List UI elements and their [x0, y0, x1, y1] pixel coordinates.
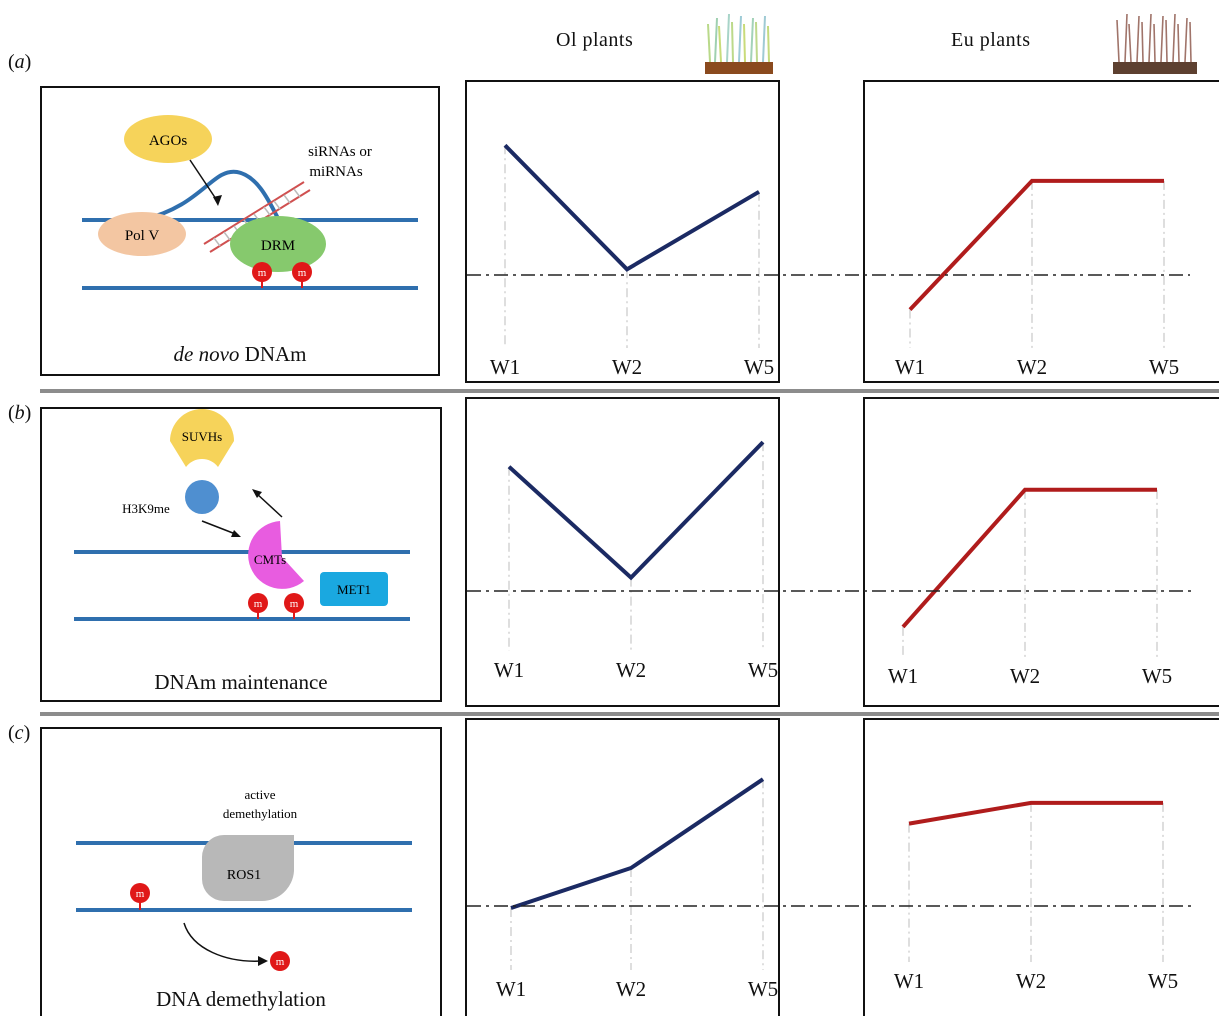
svg-text:m: m — [276, 956, 285, 968]
x-tick-label: W2 — [1016, 969, 1046, 993]
series-line — [908, 178, 1164, 311]
eu-plants-illustration — [1113, 13, 1197, 74]
row-separator — [40, 712, 1219, 716]
active-demethylation-label-line1: active — [244, 787, 275, 802]
chart-panel-b-eu: W1 W2 W5 — [863, 397, 1219, 707]
methyl-mark — [252, 262, 272, 282]
line-chart-a-ol: W1 W2 W5 — [490, 143, 774, 379]
x-tick-label: W5 — [1149, 355, 1179, 379]
series-line — [510, 777, 765, 910]
diagram-panel-demethylation: active demethylation ROS1 m m DNA demeth… — [40, 727, 442, 1016]
pol-v-protein — [98, 212, 186, 256]
arrow — [183, 922, 263, 962]
cmts-label: CMTs — [254, 552, 286, 567]
x-tick-label: W5 — [748, 977, 778, 1001]
chart-panel-a-ol: W1 W2 W5 — [465, 80, 780, 383]
arrow — [231, 530, 241, 537]
maintenance-diagram: SUVHs H3K9me CMTs MET1 m m — [74, 409, 410, 621]
de-novo-diagram: AGOs Pol V DRM siRNAs or miRNAs m m — [82, 115, 418, 290]
line-chart-b-eu: W1 W2 W5 — [888, 487, 1172, 688]
ros1-label: ROS1 — [227, 868, 261, 883]
caption-maintenance: DNAm maintenance — [154, 670, 328, 694]
met1-label: MET1 — [337, 582, 371, 597]
agos-protein — [124, 115, 212, 163]
line-chart-c-eu: W1 W2 W5 — [894, 800, 1178, 993]
diagram-panel-maintenance: SUVHs H3K9me CMTs MET1 m m DNAm maintena… — [40, 407, 442, 702]
x-tick-label: W5 — [1148, 969, 1178, 993]
x-tick-label: W5 — [1142, 664, 1172, 688]
chart-panel-c-eu: W1 W2 W5 — [863, 718, 1219, 1016]
caption-de-novo: de novo DNAm — [173, 342, 307, 366]
chart-panel-c-ol: W1 W2 W5 — [465, 718, 780, 1016]
line-chart-c-ol: W1 W2 W5 — [496, 777, 778, 1001]
x-tick-label: W1 — [496, 977, 526, 1001]
x-tick-label: W2 — [616, 658, 646, 682]
svg-text:m: m — [298, 267, 307, 279]
methyl-mark — [130, 883, 150, 903]
x-tick-label: W1 — [895, 355, 925, 379]
ol-plants-header: Ol plants — [556, 29, 634, 51]
methyl-mark — [284, 593, 304, 613]
series-line — [507, 440, 765, 581]
row-label-c: (c) — [8, 722, 31, 744]
h3k9me-mark — [185, 480, 219, 514]
row-label-b: (b) — [8, 402, 32, 424]
x-tick-label: W2 — [612, 355, 642, 379]
row-separator — [40, 389, 1219, 393]
h3k9me-label: H3K9me — [122, 501, 170, 516]
svg-text:m: m — [254, 598, 263, 610]
chart-panel-b-ol: W1 W2 W5 — [465, 397, 780, 707]
suvhs-protein — [170, 409, 234, 467]
ol-plants-illustration — [705, 13, 773, 74]
x-tick-label: W1 — [894, 969, 924, 993]
active-demethylation-label-line2: demethylation — [223, 806, 298, 821]
series-line — [908, 800, 1163, 826]
met1-protein — [320, 572, 388, 606]
svg-text:m: m — [258, 267, 267, 279]
small-rna-label-line1: siRNAs or — [308, 144, 372, 160]
eu-plants-header: Eu plants — [951, 29, 1031, 51]
methyl-mark — [292, 262, 312, 282]
suvhs-label: SUVHs — [182, 429, 222, 444]
x-tick-label: W2 — [1010, 664, 1040, 688]
arrow — [189, 159, 219, 203]
svg-text:m: m — [290, 598, 299, 610]
line-chart-a-eu: W1 W2 W5 — [895, 178, 1179, 379]
agos-label: AGOs — [149, 133, 187, 149]
x-tick-label: W5 — [748, 658, 778, 682]
methyl-mark-released — [270, 951, 290, 971]
svg-text:m: m — [136, 888, 145, 900]
series-line — [901, 487, 1157, 629]
line-chart-b-ol: W1 W2 W5 — [494, 440, 778, 682]
x-tick-label: W1 — [490, 355, 520, 379]
x-tick-label: W2 — [1017, 355, 1047, 379]
ros1-protein — [202, 835, 294, 902]
drm-protein — [230, 216, 326, 272]
diagram-panel-de-novo: AGOs Pol V DRM siRNAs or miRNAs m m de n… — [40, 86, 440, 376]
demethylation-diagram: active demethylation ROS1 m m — [76, 787, 412, 971]
caption-demethylation: DNA demethylation — [156, 987, 326, 1011]
small-rna-label-line2: miRNAs — [309, 164, 363, 180]
series-line — [503, 143, 761, 272]
x-tick-label: W1 — [494, 658, 524, 682]
x-tick-label: W1 — [888, 664, 918, 688]
arrow — [252, 489, 262, 498]
drm-label: DRM — [261, 238, 295, 254]
chart-panel-a-eu: W1 W2 W5 — [863, 80, 1219, 383]
cmts-protein — [248, 521, 304, 589]
x-tick-label: W5 — [744, 355, 774, 379]
row-label-a: (a) — [8, 51, 32, 73]
x-tick-label: W2 — [616, 977, 646, 1001]
pol-v-label: Pol V — [125, 228, 159, 244]
methyl-mark — [248, 593, 268, 613]
